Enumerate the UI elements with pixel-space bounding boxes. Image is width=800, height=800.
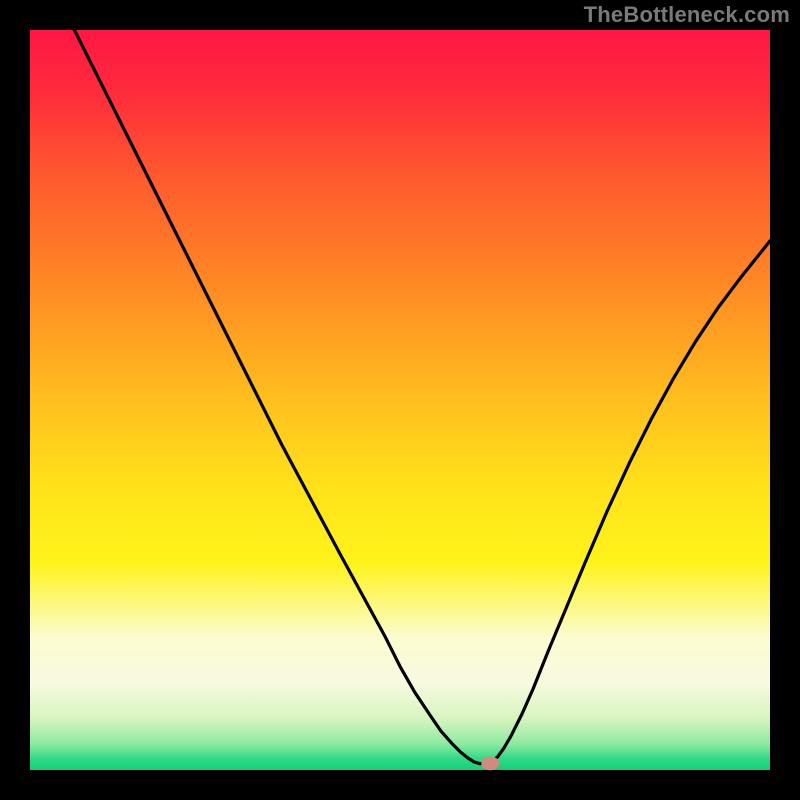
- minimum-marker: [481, 756, 499, 770]
- bottleneck-chart: [0, 0, 800, 800]
- watermark-text: TheBottleneck.com: [584, 2, 790, 28]
- plot-area: [30, 30, 770, 770]
- page-root: { "watermark": { "text": "TheBottleneck.…: [0, 0, 800, 800]
